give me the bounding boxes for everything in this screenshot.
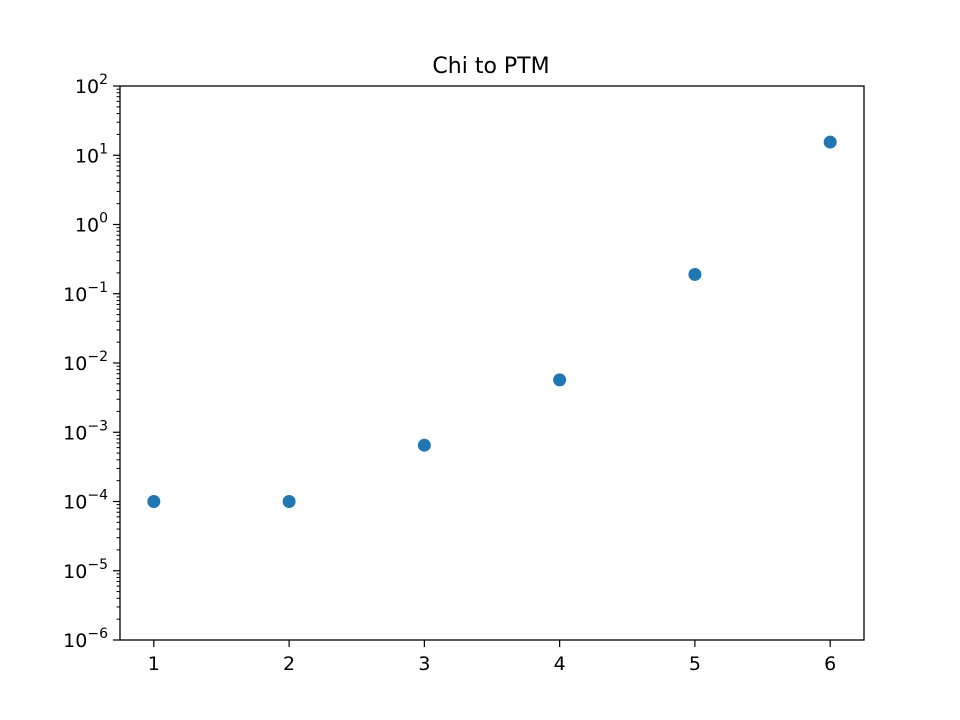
- y-tick-label: 10−6: [63, 626, 108, 652]
- x-tick-label: 2: [283, 653, 295, 675]
- data-point: [823, 135, 837, 149]
- y-tick-label: 10−2: [63, 349, 108, 375]
- y-tick-label: 101: [75, 141, 108, 167]
- y-tick-label: 102: [75, 72, 108, 98]
- x-tick-label: 4: [554, 653, 566, 675]
- y-axis: 10−6 10−5 10−4 10−3 10−2 10−1 100 101 102: [63, 72, 120, 652]
- data-point: [553, 373, 567, 387]
- chart-title: Chi to PTM: [432, 54, 549, 79]
- y-tick-label: 100: [75, 211, 108, 237]
- data-point: [282, 495, 296, 508]
- x-axis: 1 2 3 4 5 6: [148, 640, 836, 675]
- data-point: [688, 267, 702, 281]
- y-tick-label: 10−1: [63, 280, 108, 306]
- x-tick-label: 5: [689, 653, 701, 675]
- y-tick-label: 10−3: [63, 418, 108, 444]
- plot-frame: [119, 85, 865, 641]
- y-tick-label: 10−5: [63, 557, 108, 583]
- x-tick-label: 3: [418, 653, 430, 675]
- x-tick-label: 1: [148, 653, 160, 675]
- data-point: [147, 495, 161, 508]
- y-tick-label: 10−4: [63, 488, 108, 514]
- data-points: [147, 135, 837, 508]
- data-point: [417, 438, 431, 452]
- x-tick-label: 6: [824, 653, 836, 675]
